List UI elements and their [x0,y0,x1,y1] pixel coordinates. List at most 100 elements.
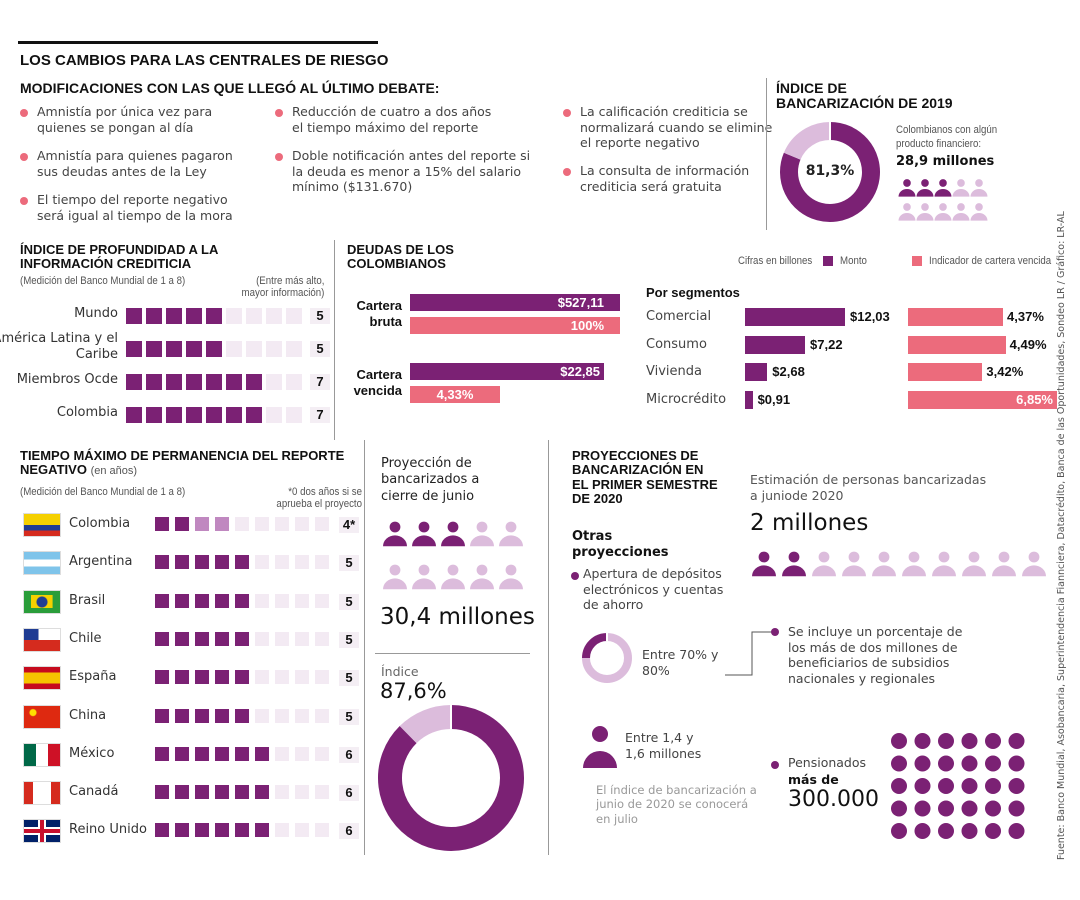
person-body [872,565,896,577]
scale-square [126,341,142,357]
scale-square [295,517,309,531]
monto-bar [745,335,806,354]
bancarizacion-2019-value: 81,3% [805,163,855,179]
scale-square [155,517,169,531]
person-head [968,551,980,563]
segment-label: Comercial [646,309,712,324]
scale-square [146,341,162,357]
scale-square [175,517,189,531]
scale-square [235,670,249,685]
person-body [441,535,465,547]
deudas-title: DEUDAS DE LOS COLOMBIANOS [347,242,454,272]
proyecciones-title: PROYECCIONES DE BANCARIZACIÓN EN EL PRIM… [572,448,718,506]
person-body [916,188,934,197]
row-label: China [69,707,107,723]
person-body [970,212,988,221]
scale-square [175,785,189,800]
monto-value: $0,91 [757,391,791,407]
scale-square [315,631,329,646]
person-icon [916,203,934,221]
scale-square [146,407,162,423]
pensionado-dot [1008,778,1025,794]
pensionado-dot [961,755,978,772]
scale-square [155,746,169,761]
subsidios-text: Se incluye un porcentaje de los más de d… [788,624,963,686]
scale-square [315,555,329,570]
person-icon [470,521,494,547]
scale-square [195,670,209,685]
person-icon [902,551,926,577]
scale-square [195,785,209,800]
scale-square [286,374,302,390]
person-body [441,578,465,590]
person-icon [934,179,952,197]
legend-monto-swatch [823,256,833,266]
scale-square [255,593,269,608]
scale-square [155,823,169,838]
person-head [975,179,983,187]
person-body [412,535,436,547]
scale-square [275,593,289,608]
monto-value: $12,03 [850,309,890,324]
scale-square [235,555,249,570]
bancarizacion-2019-donut [780,122,880,222]
person-icon [842,551,866,577]
scale-square [175,670,189,685]
person-head [389,521,401,533]
scale-square [195,746,209,761]
indicador-value: 3,42% [986,364,1024,379]
scale-square [235,593,249,608]
scale-value: 4* [339,517,359,533]
person-body [383,578,407,590]
pensionado-dot [938,800,954,817]
scale-square [255,555,269,570]
scale-square [215,631,229,646]
scale-square [206,407,222,423]
pensionado-dot [985,755,1001,772]
row-label: México [69,745,115,761]
scale-value: 7 [310,374,330,390]
scale-square [175,823,189,838]
scale-square [275,823,289,838]
scale-square [155,555,169,570]
scale-square [286,341,302,357]
person-head [476,521,488,533]
scale-square [255,785,269,800]
category-label: Cartera bruta [356,298,402,329]
bancarizacion-2019-title: ÍNDICE DE BANCARIZACIÓN DE 2019 [776,80,953,112]
person-body [752,565,776,577]
person-body [934,188,952,197]
scale-square [186,407,202,423]
person-body [962,565,986,577]
scale-square [175,593,189,608]
row-label: América Latina y el Caribe [0,331,118,362]
scale-square [126,407,142,423]
row-label: Chile [69,630,102,646]
range-people: Entre 1,4 y 1,6 millones [625,730,702,761]
person-icon [898,179,916,197]
person-body [952,212,970,221]
scale-square [275,708,289,723]
flag-españa-icon [23,666,61,691]
scale-square [186,341,202,357]
bullet-icon [20,197,28,205]
scale-square [275,555,289,570]
scale-square [126,374,142,390]
person-body [916,212,934,221]
scale-square [166,374,182,390]
person-icon [470,564,494,590]
indicador-value: 4,37% [1007,309,1044,324]
scale-square [215,593,229,608]
divider [548,440,549,855]
divider [766,78,767,230]
scale-square [195,555,209,570]
scale-square [186,308,202,324]
apertura-text: Apertura de depósitos electrónicos y cue… [583,566,724,613]
scale-square [215,785,229,800]
flag-colombia-icon [23,513,61,537]
indicador-bar [908,308,1004,326]
person-body [992,565,1016,577]
scale-square [295,785,309,800]
scale-square [166,341,182,357]
scale-square [255,670,269,685]
